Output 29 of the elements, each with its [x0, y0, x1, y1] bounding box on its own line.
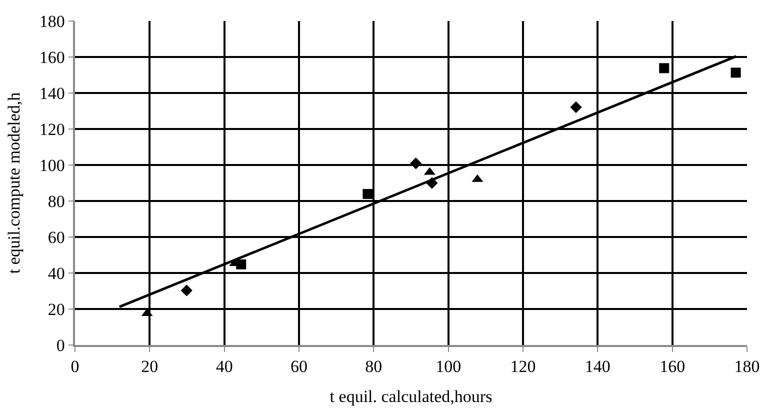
x-tick-label: 160: [660, 357, 686, 376]
x-tick-label: 0: [70, 357, 80, 376]
x-tick-label: 120: [510, 357, 536, 376]
point: [730, 68, 741, 78]
x-tick-label: 100: [436, 357, 462, 376]
y-tick-label: 160: [39, 48, 65, 67]
x-axis-title: t equil. calculated,hours: [330, 387, 492, 406]
x-tick-label: 60: [290, 357, 308, 376]
point: [410, 158, 422, 170]
point: [659, 63, 670, 74]
y-tick-label: 100: [39, 156, 65, 175]
x-tick-label: 140: [584, 357, 610, 376]
y-tick-label: 80: [48, 192, 65, 211]
point: [570, 101, 582, 114]
point: [180, 284, 192, 296]
y-axis-title: t equil.compute modeled,h: [4, 92, 24, 274]
point: [362, 188, 373, 199]
y-tick-label: 180: [39, 12, 65, 31]
y-tick-label: 140: [39, 84, 65, 103]
x-tick-label: 40: [216, 357, 233, 376]
y-tick-label: 40: [48, 264, 65, 283]
x-tick-label: 180: [734, 357, 760, 376]
x-tick-label: 80: [365, 357, 382, 376]
y-tick-label: 60: [48, 228, 65, 247]
y-tick-label: 20: [48, 300, 65, 319]
point: [236, 259, 246, 270]
x-tick-label: 20: [141, 357, 158, 376]
y-tick-label: 120: [39, 120, 65, 139]
y-tick-label: 0: [56, 336, 65, 355]
